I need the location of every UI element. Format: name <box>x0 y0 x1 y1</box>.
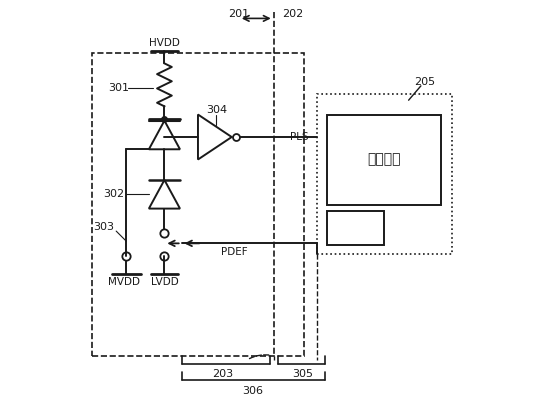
Text: 301: 301 <box>108 83 129 93</box>
Text: PLS: PLS <box>290 132 309 142</box>
Text: 303: 303 <box>94 222 114 232</box>
Text: LVDD: LVDD <box>150 277 178 287</box>
Text: カウンタ: カウンタ <box>368 153 401 166</box>
Text: 306: 306 <box>243 386 264 396</box>
Bar <box>327 211 384 245</box>
Text: 304: 304 <box>206 106 227 115</box>
Text: PDEF: PDEF <box>221 247 248 256</box>
Text: 205: 205 <box>415 77 435 87</box>
Text: 302: 302 <box>104 189 125 199</box>
Text: 305: 305 <box>292 369 313 379</box>
Text: 202: 202 <box>282 9 303 19</box>
Bar <box>327 115 441 204</box>
Text: 203: 203 <box>212 369 233 379</box>
Text: MVDD: MVDD <box>108 277 140 287</box>
Text: HVDD: HVDD <box>149 38 180 48</box>
Text: 201: 201 <box>228 9 249 19</box>
